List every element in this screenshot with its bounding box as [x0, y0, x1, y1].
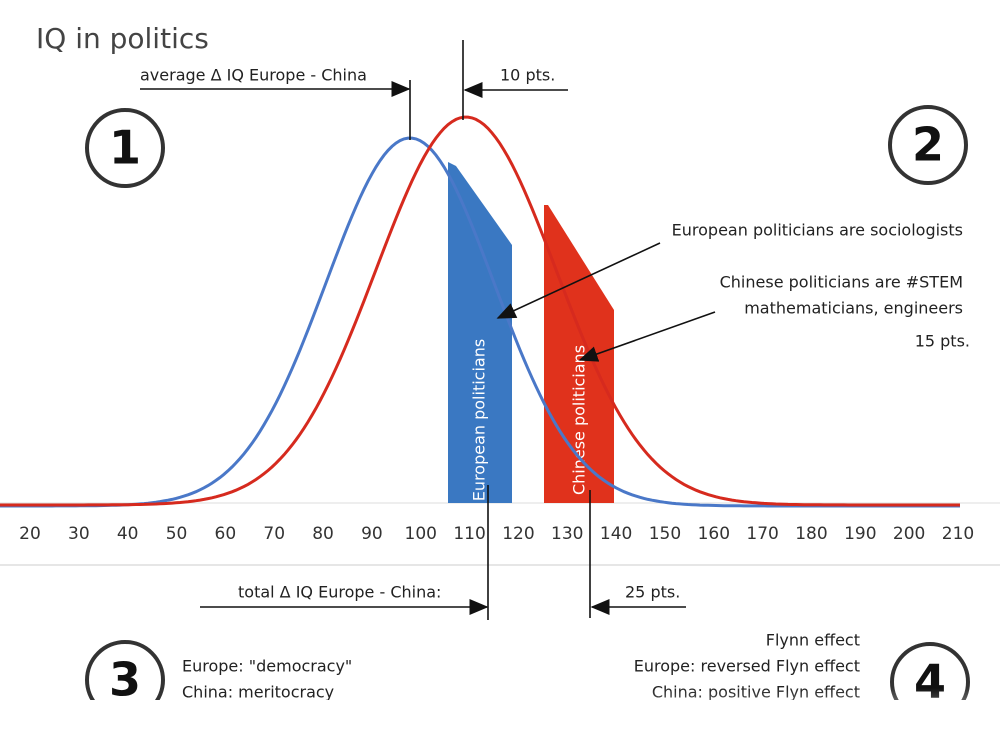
axis-tick-label: 210 [942, 524, 974, 544]
annotation: average Δ IQ Europe - China [140, 66, 367, 85]
axis-tick-label: 80 [312, 524, 334, 544]
axis-tick-label: 110 [453, 524, 485, 544]
annotation: Chinese politicians are #STEM [720, 273, 963, 292]
marker-number: 2 [912, 118, 944, 172]
european-bar-label: European politicians [470, 339, 489, 501]
axis: 20 30 40 50 60 70 80 90 100 110 120 130 140 150 160 170… [19, 524, 974, 544]
axis-tick-label: 130 [551, 524, 583, 544]
european-bar [448, 162, 512, 503]
axis-tick-label: 140 [600, 524, 632, 544]
arrow [578, 311, 716, 362]
annotation: Europe: "democracy" [182, 657, 352, 676]
annotation: Flynn effect [766, 631, 860, 650]
axis-tick-label: 200 [893, 524, 925, 544]
china-curve [0, 115, 960, 507]
bottom-mask [0, 700, 1000, 746]
annotation: Europe: reversed Flyn effect [634, 657, 860, 676]
annotation: 25 pts. [625, 583, 680, 602]
annotation: China: meritocracy [182, 683, 334, 702]
axis-tick-label: 20 [19, 524, 41, 544]
annotation: mathematicians, engineers [744, 299, 963, 318]
arrow [496, 242, 661, 319]
axis-tick-label: 40 [117, 524, 139, 544]
axis-tick-label: 190 [844, 524, 876, 544]
title: IQ in politics [36, 22, 209, 55]
axis-tick-label: 30 [68, 524, 90, 544]
axis-tick-label: 120 [502, 524, 534, 544]
axis-tick-label: 160 [698, 524, 730, 544]
annotation: 10 pts. [500, 66, 555, 85]
axis-tick-label: 150 [649, 524, 681, 544]
marker-number: 3 [109, 653, 141, 707]
axis-tick-label: 60 [215, 524, 237, 544]
axis-tick-label: 70 [263, 524, 285, 544]
axis-tick-label: 100 [405, 524, 437, 544]
axis-tick-label: 90 [361, 524, 383, 544]
annotation: European politicians are sociologists [672, 221, 963, 240]
axis-tick-label: 180 [795, 524, 827, 544]
axis-tick-label: 50 [166, 524, 188, 544]
marker-number: 1 [109, 121, 141, 175]
annotation: total Δ IQ Europe - China: [238, 583, 441, 602]
axis-tick-label: 170 [746, 524, 778, 544]
annotation: 15 pts. [915, 332, 970, 351]
chinese-bar-label: Chinese politicians [570, 345, 589, 495]
